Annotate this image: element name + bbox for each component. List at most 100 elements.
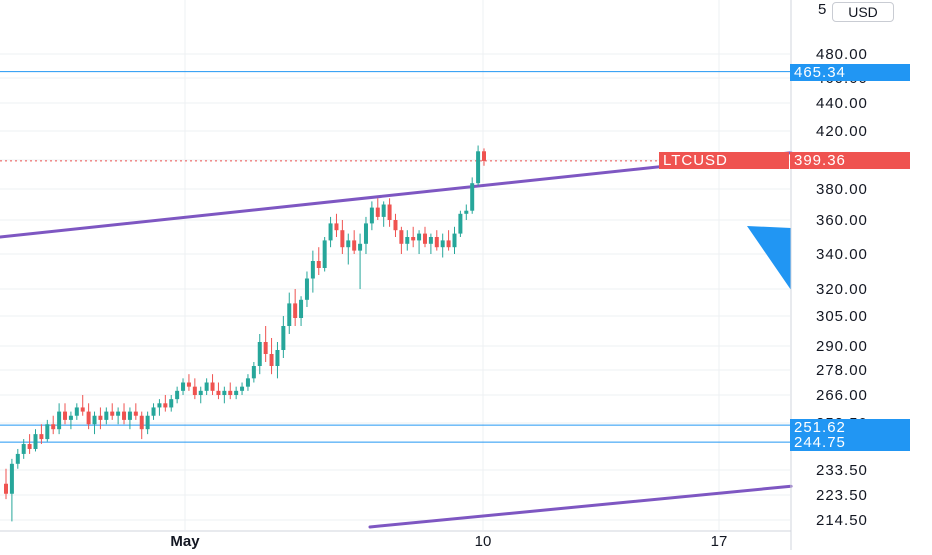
price-tick-label: 480.00 (816, 46, 868, 63)
arrow-drawing-icon[interactable] (747, 226, 791, 290)
candle-body (369, 207, 374, 224)
candle (299, 296, 304, 326)
lower-trendline[interactable] (368, 484, 793, 529)
candle (363, 216, 368, 254)
candle (340, 220, 345, 254)
hline-tag-465[interactable]: 465.34 (790, 64, 910, 81)
candle (316, 247, 321, 275)
candle (287, 292, 292, 334)
candle-body (68, 415, 73, 420)
candle (33, 429, 38, 452)
candle (57, 403, 62, 435)
candle-body (80, 407, 85, 412)
candle (110, 403, 115, 420)
candle (92, 411, 97, 435)
candle (4, 468, 8, 500)
candle (428, 233, 433, 254)
grid-lines (0, 0, 790, 530)
candle (393, 213, 398, 237)
candle (440, 233, 445, 258)
candle (281, 316, 286, 358)
candle-body (428, 237, 433, 244)
candle-body (210, 382, 215, 391)
candle-body (358, 243, 363, 251)
candle-body (405, 237, 410, 244)
candle (192, 378, 197, 400)
candle-body (393, 220, 398, 231)
candle (293, 289, 298, 326)
candle (387, 198, 392, 227)
candle (434, 230, 439, 251)
candle (21, 439, 26, 459)
candle-body (251, 366, 256, 379)
last-price-label: 399.36 (794, 152, 846, 169)
candle (127, 407, 132, 430)
date-tick-label: 17 (711, 533, 728, 550)
trendlines[interactable] (0, 151, 793, 529)
candle-body (222, 390, 227, 395)
hline-tag-label: 244.75 (794, 434, 846, 451)
candle-body (446, 240, 451, 248)
candle (458, 210, 463, 237)
candle-body (216, 390, 221, 395)
candle (198, 386, 203, 404)
candle-body (476, 151, 481, 184)
candle-body (399, 230, 404, 244)
candle (381, 201, 386, 227)
price-tick-label: 223.50 (816, 487, 868, 504)
candle-body (464, 210, 469, 214)
candle (15, 448, 20, 469)
price-tick-label: 5 (818, 1, 827, 18)
symbol-tag: LTCUSD (659, 152, 789, 169)
candle-body (74, 407, 79, 416)
candle (80, 395, 85, 416)
date-tick-label: 10 (475, 533, 492, 550)
hline-tag-251[interactable]: 251.62 (790, 419, 910, 436)
candle-body (387, 204, 392, 220)
candle (452, 226, 457, 254)
candle-body (186, 382, 191, 387)
candle-body (175, 390, 180, 400)
candle (86, 403, 91, 430)
candle-body (116, 411, 121, 416)
candle (175, 386, 180, 404)
candle-body (51, 424, 56, 430)
candle (399, 226, 404, 254)
candle-body (15, 453, 20, 464)
price-axis[interactable]: 5480.00460.00440.00420.00400.00380.00360… (0, 0, 868, 550)
currency-button[interactable]: USD (832, 2, 894, 22)
horizontal-lines[interactable] (0, 71, 791, 443)
candle-body (334, 223, 339, 231)
candle (369, 201, 374, 231)
candle (204, 378, 209, 395)
date-axis[interactable]: May 10 17 (170, 533, 727, 550)
candle (346, 233, 351, 265)
candle-body (9, 463, 14, 494)
candle (145, 411, 150, 435)
candle-body (340, 230, 345, 248)
candle (358, 233, 363, 289)
candle (51, 415, 56, 435)
candle-body (57, 411, 62, 430)
candle-body (304, 278, 309, 300)
candle-body (133, 411, 138, 416)
candle (157, 399, 162, 416)
candle (98, 407, 103, 430)
candle-body (281, 326, 286, 350)
price-tick-label: 360.00 (816, 212, 868, 229)
candle (74, 403, 79, 420)
candle-body (4, 483, 8, 494)
price-tick-label: 380.00 (816, 181, 868, 198)
candle-body (92, 415, 97, 425)
candle-body (181, 382, 186, 391)
hline-tag-244[interactable]: 244.75 (790, 434, 910, 451)
candle (116, 407, 121, 425)
candle-body (310, 261, 315, 279)
candle (228, 382, 233, 400)
last-price-tag[interactable]: 399.36 (790, 152, 910, 169)
price-tick-label: 420.00 (816, 123, 868, 140)
candle (216, 382, 221, 400)
candle-body (328, 223, 333, 241)
